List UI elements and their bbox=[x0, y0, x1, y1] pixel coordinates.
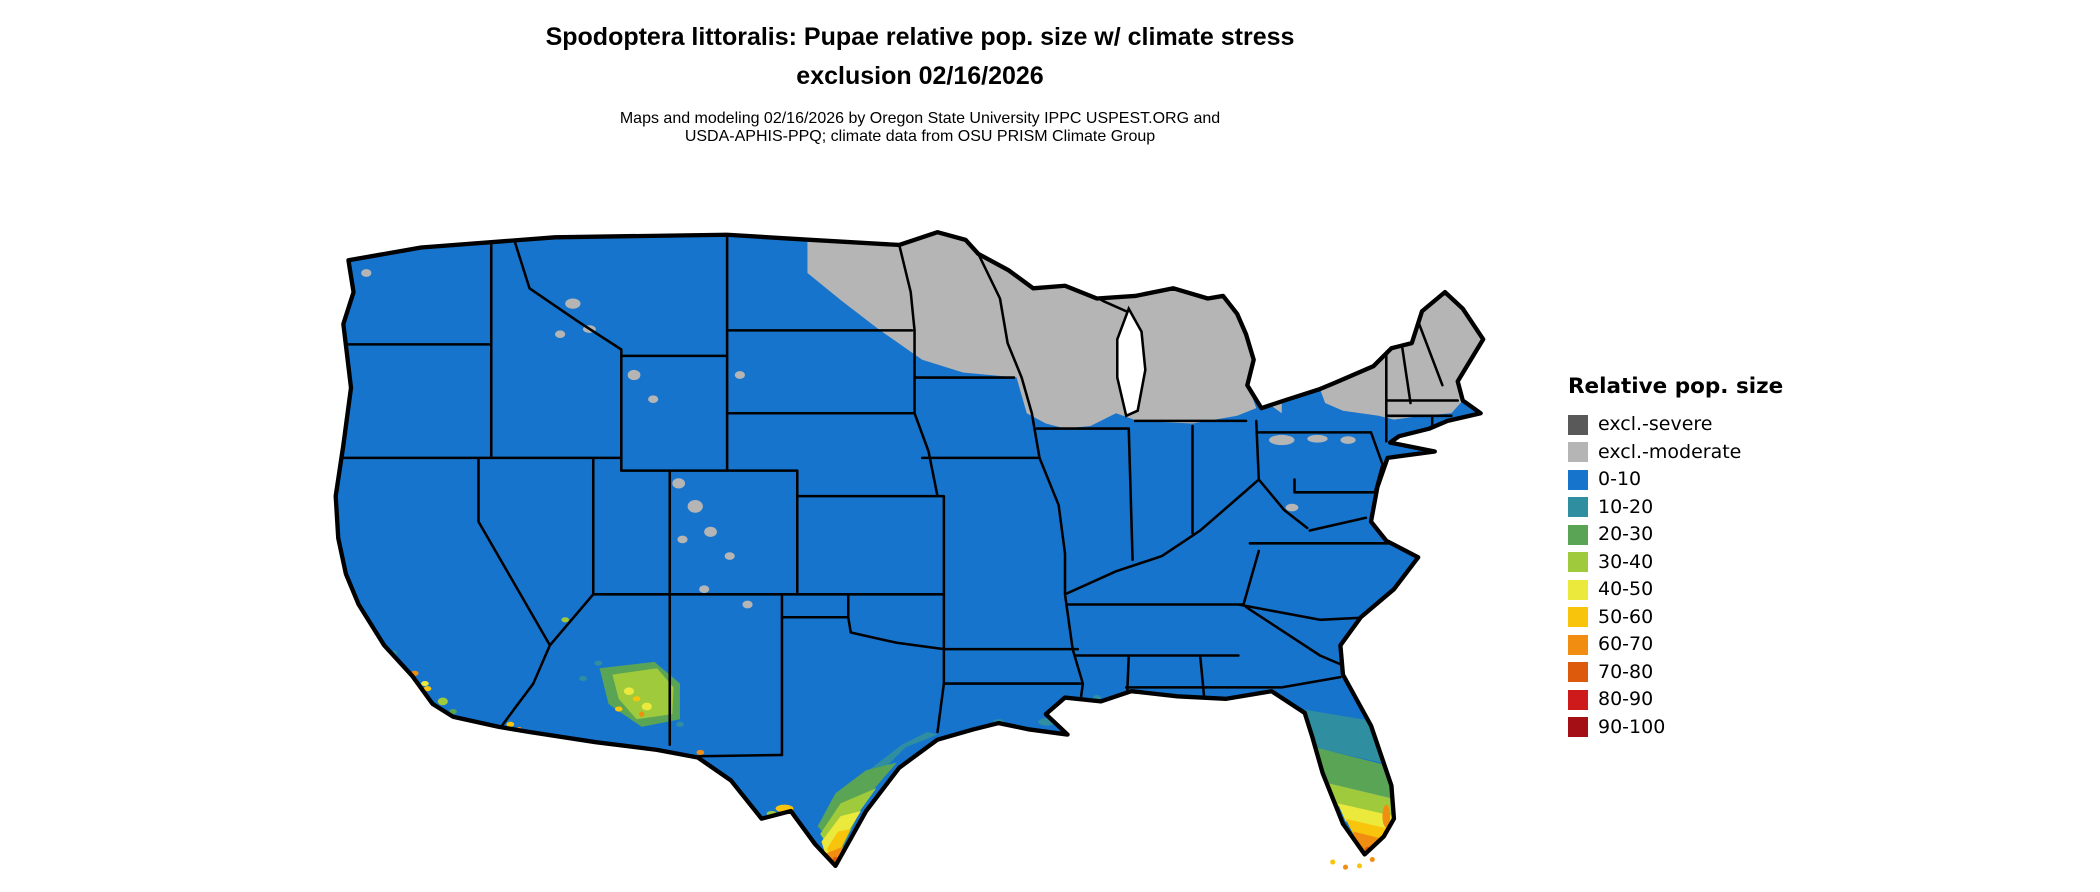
legend-item-label: 40-50 bbox=[1598, 578, 1654, 601]
legend-item: excl.-severe bbox=[1568, 411, 1868, 439]
subtitle-line-2: USDA-APHIS-PPQ; climate data from OSU PR… bbox=[684, 127, 1156, 145]
lake-michigan bbox=[1116, 305, 1147, 418]
legend-item: 80-90 bbox=[1568, 686, 1868, 714]
legend-swatch bbox=[1568, 579, 1588, 600]
legend-item: 30-40 bbox=[1568, 549, 1868, 577]
legend-swatch bbox=[1568, 662, 1588, 683]
legend-item: 20-30 bbox=[1568, 521, 1868, 549]
legend-swatch bbox=[1568, 469, 1588, 490]
region-70-80 bbox=[832, 846, 1373, 863]
gray-northeast bbox=[1320, 292, 1484, 420]
legend-item-label: 50-60 bbox=[1598, 605, 1654, 628]
legend-list: excl.-severe excl.-moderate 0-10 10-20 2… bbox=[1568, 411, 1868, 741]
legend-item: 40-50 bbox=[1568, 576, 1868, 604]
legend-item-label: 70-80 bbox=[1598, 660, 1654, 683]
legend-swatch bbox=[1568, 414, 1588, 435]
legend-swatch bbox=[1568, 717, 1588, 738]
legend-item-label: 10-20 bbox=[1598, 495, 1654, 518]
legend-item-label: 30-40 bbox=[1598, 550, 1654, 573]
legend: Relative pop. size excl.-severe excl.-mo… bbox=[1568, 374, 1868, 741]
legend-item-label: excl.-moderate bbox=[1598, 440, 1742, 463]
us-map bbox=[300, 222, 1524, 870]
subtitle-line-1: Maps and modeling 02/16/2026 by Oregon S… bbox=[619, 109, 1221, 127]
legend-title: Relative pop. size bbox=[1568, 374, 1784, 399]
legend-swatch bbox=[1568, 689, 1588, 710]
title-line-1: Spodoptera littoralis: Pupae relative po… bbox=[545, 23, 1295, 51]
page-title: Spodoptera littoralis: Pupae relative po… bbox=[300, 18, 1540, 96]
legend-item: 10-20 bbox=[1568, 494, 1868, 522]
legend-item: excl.-moderate bbox=[1568, 439, 1868, 467]
legend-item-label: 80-90 bbox=[1598, 688, 1654, 711]
legend-item: 60-70 bbox=[1568, 631, 1868, 659]
legend-item: 0-10 bbox=[1568, 466, 1868, 494]
legend-item-label: 20-30 bbox=[1598, 523, 1654, 546]
header: Spodoptera littoralis: Pupae relative po… bbox=[300, 18, 1540, 162]
legend-swatch bbox=[1568, 552, 1588, 573]
legend-item: 90-100 bbox=[1568, 714, 1868, 742]
legend-item-label: 60-70 bbox=[1598, 633, 1654, 656]
us-map-container bbox=[300, 222, 1524, 885]
legend-item-label: 90-100 bbox=[1598, 715, 1666, 738]
florida-keys-dots bbox=[1330, 856, 1375, 870]
title-line-2: exclusion 02/16/2026 bbox=[796, 61, 1044, 90]
legend-swatch bbox=[1568, 634, 1588, 655]
legend-item: 50-60 bbox=[1568, 604, 1868, 632]
legend-swatch bbox=[1568, 524, 1588, 545]
legend-item-label: 0-10 bbox=[1598, 468, 1642, 491]
legend-item: 70-80 bbox=[1568, 659, 1868, 687]
state-borders bbox=[335, 233, 1459, 758]
legend-swatch bbox=[1568, 497, 1588, 518]
legend-swatch bbox=[1568, 442, 1588, 463]
legend-item-label: excl.-severe bbox=[1598, 413, 1713, 436]
legend-swatch bbox=[1568, 607, 1588, 628]
